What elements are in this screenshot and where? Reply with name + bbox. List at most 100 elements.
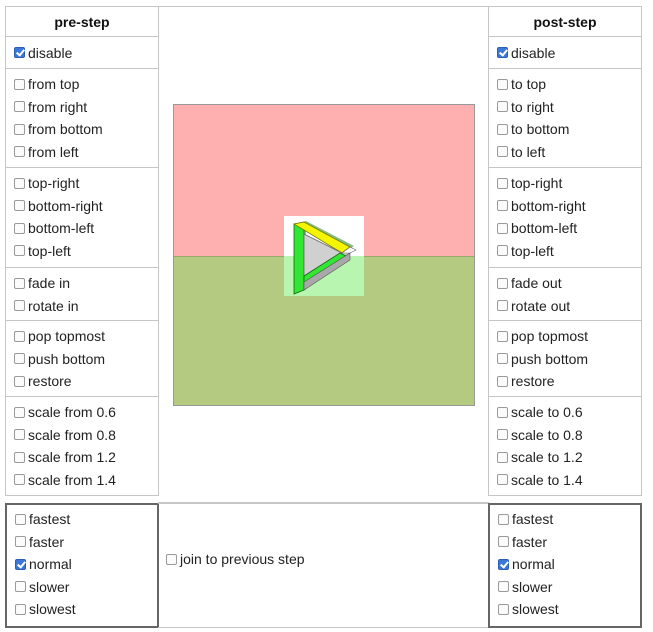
checkbox[interactable] [14, 123, 25, 135]
option-row[interactable]: scale to 0.6 [489, 401, 641, 424]
option-row[interactable]: top-left [489, 240, 641, 263]
checkbox[interactable] [14, 177, 25, 189]
checkbox[interactable] [14, 375, 25, 387]
checkbox[interactable] [497, 200, 508, 212]
option-row[interactable]: slower [490, 576, 640, 599]
checkbox[interactable] [498, 581, 509, 593]
checkbox[interactable] [497, 123, 508, 135]
option-row[interactable]: top-right [489, 172, 641, 195]
option-row[interactable]: scale from 1.2 [6, 446, 158, 469]
option-row[interactable]: from left [6, 141, 158, 164]
checkbox[interactable] [14, 353, 25, 365]
checkbox[interactable] [497, 330, 508, 342]
checkbox[interactable] [498, 536, 509, 548]
option-row[interactable]: bottom-left [489, 217, 641, 240]
checkbox[interactable] [15, 513, 26, 525]
option-row[interactable]: restore [489, 370, 641, 393]
checkbox[interactable] [497, 451, 508, 463]
join-previous-option[interactable]: join to previous step [166, 551, 305, 567]
checkbox[interactable] [497, 300, 508, 312]
checkbox[interactable] [14, 146, 25, 158]
option-row[interactable]: to bottom [489, 118, 641, 141]
option-row[interactable]: normal [490, 553, 640, 576]
option-row[interactable]: scale from 0.6 [6, 401, 158, 424]
checkbox[interactable] [497, 222, 508, 234]
option-row[interactable]: scale to 1.4 [489, 469, 641, 492]
option-row[interactable]: faster [7, 531, 157, 554]
pre-step-header: pre-step [5, 6, 159, 37]
checkbox[interactable] [497, 78, 508, 90]
checkbox[interactable] [15, 558, 26, 570]
option-row[interactable]: pop topmost [489, 325, 641, 348]
checkbox[interactable] [14, 474, 25, 486]
checkbox[interactable] [14, 47, 25, 58]
checkbox[interactable] [14, 245, 25, 257]
checkbox[interactable] [498, 603, 509, 615]
checkbox[interactable] [14, 222, 25, 234]
option-row[interactable]: restore [6, 370, 158, 393]
checkbox[interactable] [497, 375, 508, 387]
option-row[interactable]: to right [489, 96, 641, 119]
option-row[interactable]: slowest [490, 598, 640, 621]
checkbox[interactable] [14, 330, 25, 342]
option-row[interactable]: bottom-right [489, 195, 641, 218]
option-label: scale from 0.8 [28, 426, 116, 443]
checkbox[interactable] [497, 101, 508, 113]
checkbox[interactable] [497, 177, 508, 189]
option-row[interactable]: slower [7, 576, 157, 599]
option-label: scale from 1.4 [28, 471, 116, 488]
checkbox[interactable] [497, 245, 508, 257]
checkbox[interactable] [14, 101, 25, 113]
checkbox[interactable] [14, 200, 25, 212]
checkbox[interactable] [497, 277, 508, 289]
option-row[interactable]: fade out [489, 272, 641, 295]
checkbox[interactable] [15, 603, 26, 615]
option-row[interactable]: scale to 0.8 [489, 424, 641, 447]
option-row[interactable]: to left [489, 141, 641, 164]
option-row[interactable]: normal [7, 553, 157, 576]
option-row[interactable]: from bottom [6, 118, 158, 141]
option-row[interactable]: pop topmost [6, 325, 158, 348]
checkbox[interactable] [14, 451, 25, 463]
option-row[interactable]: rotate in [6, 295, 158, 318]
option-row[interactable]: slowest [7, 598, 157, 621]
option-row[interactable]: push bottom [489, 348, 641, 371]
checkbox[interactable] [497, 429, 508, 441]
option-label: fastest [29, 511, 71, 528]
option-row[interactable]: scale to 1.2 [489, 446, 641, 469]
option-row[interactable]: push bottom [6, 348, 158, 371]
pre-step-disable-option[interactable]: disable [6, 37, 158, 68]
checkbox[interactable] [497, 353, 508, 365]
checkbox[interactable] [14, 277, 25, 289]
option-row[interactable]: from right [6, 96, 158, 119]
post-step-disable-option[interactable]: disable [489, 37, 641, 68]
checkbox[interactable] [497, 406, 508, 418]
option-row[interactable]: from top [6, 73, 158, 96]
checkbox[interactable] [497, 146, 508, 158]
option-row[interactable]: fade in [6, 272, 158, 295]
option-row[interactable]: bottom-right [6, 195, 158, 218]
option-row[interactable]: rotate out [489, 295, 641, 318]
checkbox[interactable] [166, 553, 177, 565]
option-label: to bottom [511, 121, 570, 138]
checkbox[interactable] [14, 406, 25, 418]
option-row[interactable]: fastest [490, 508, 640, 531]
option-row[interactable]: bottom-left [6, 217, 158, 240]
checkbox[interactable] [497, 47, 508, 58]
checkbox[interactable] [14, 78, 25, 90]
checkbox[interactable] [498, 558, 509, 570]
checkbox[interactable] [14, 429, 25, 441]
option-row[interactable]: faster [490, 531, 640, 554]
option-row[interactable]: fastest [7, 508, 157, 531]
option-row[interactable]: scale from 0.8 [6, 424, 158, 447]
option-row[interactable]: top-left [6, 240, 158, 263]
checkbox[interactable] [498, 513, 509, 525]
option-row[interactable]: scale from 1.4 [6, 469, 158, 492]
option-label: scale to 1.4 [511, 471, 583, 488]
option-row[interactable]: to top [489, 73, 641, 96]
checkbox[interactable] [15, 536, 26, 548]
checkbox[interactable] [15, 581, 26, 593]
checkbox[interactable] [14, 300, 25, 312]
option-row[interactable]: top-right [6, 172, 158, 195]
checkbox[interactable] [497, 474, 508, 486]
